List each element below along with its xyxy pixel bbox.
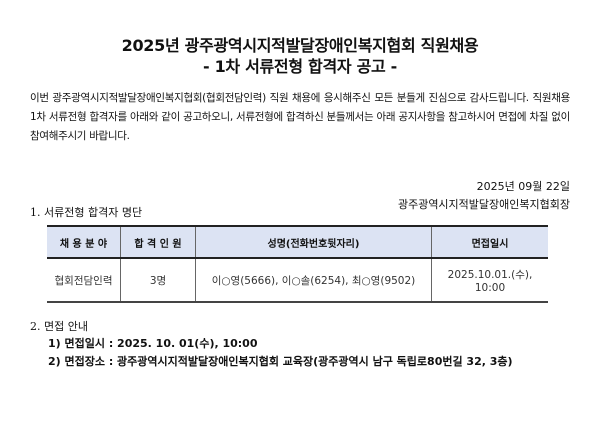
section1-heading: 1. 서류전형 합격자 명단 bbox=[30, 206, 143, 219]
issuer: 광주광역시지적발달장애인복지협회장 bbox=[397, 198, 570, 211]
interview-date: 1) 면접일시 : 2025. 10. 01(수), 10:00 bbox=[48, 337, 258, 350]
cell-names: 이○영(5666), 이○솔(6254), 최○영(9502) bbox=[195, 258, 432, 303]
cell-field: 협회전담인력 bbox=[47, 258, 121, 303]
interview-location: 2) 면접장소 : 광주광역시지적발달장애인복지협회 교육장(광주광역시 남구 … bbox=[48, 355, 513, 368]
title-line-1: 2025년 광주광역시지적발달장애인복지협회 직원채용 bbox=[121, 36, 479, 55]
cell-interview-time: 2025.10.01.(수), 10:00 bbox=[431, 258, 548, 303]
intro-paragraph: 이번 광주광역시지적발달장애인복지협회(협회전담인력) 직원 채용에 응시해주신… bbox=[30, 92, 570, 142]
col-header: 합 격 인 원 bbox=[120, 225, 196, 259]
col-header: 성명(전화번호뒷자리) bbox=[195, 225, 432, 259]
col-header: 채 용 분 야 bbox=[47, 225, 121, 259]
notice-date: 2025년 09월 22일 bbox=[476, 180, 570, 193]
cell-count: 3명 bbox=[120, 258, 196, 303]
passers-table: 채 용 분 야 합 격 인 원 성명(전화번호뒷자리) 면접일시 협회전담인력 … bbox=[47, 225, 548, 303]
table-row: 협회전담인력 3명 이○영(5666), 이○솔(6254), 최○영(9502… bbox=[47, 258, 548, 303]
table-header-row: 채 용 분 야 합 격 인 원 성명(전화번호뒷자리) 면접일시 bbox=[47, 225, 548, 259]
title-line-2: - 1차 서류전형 합격자 공고 - bbox=[202, 57, 398, 76]
col-header: 면접일시 bbox=[431, 225, 548, 259]
section2-heading: 2. 면접 안내 bbox=[30, 320, 88, 333]
